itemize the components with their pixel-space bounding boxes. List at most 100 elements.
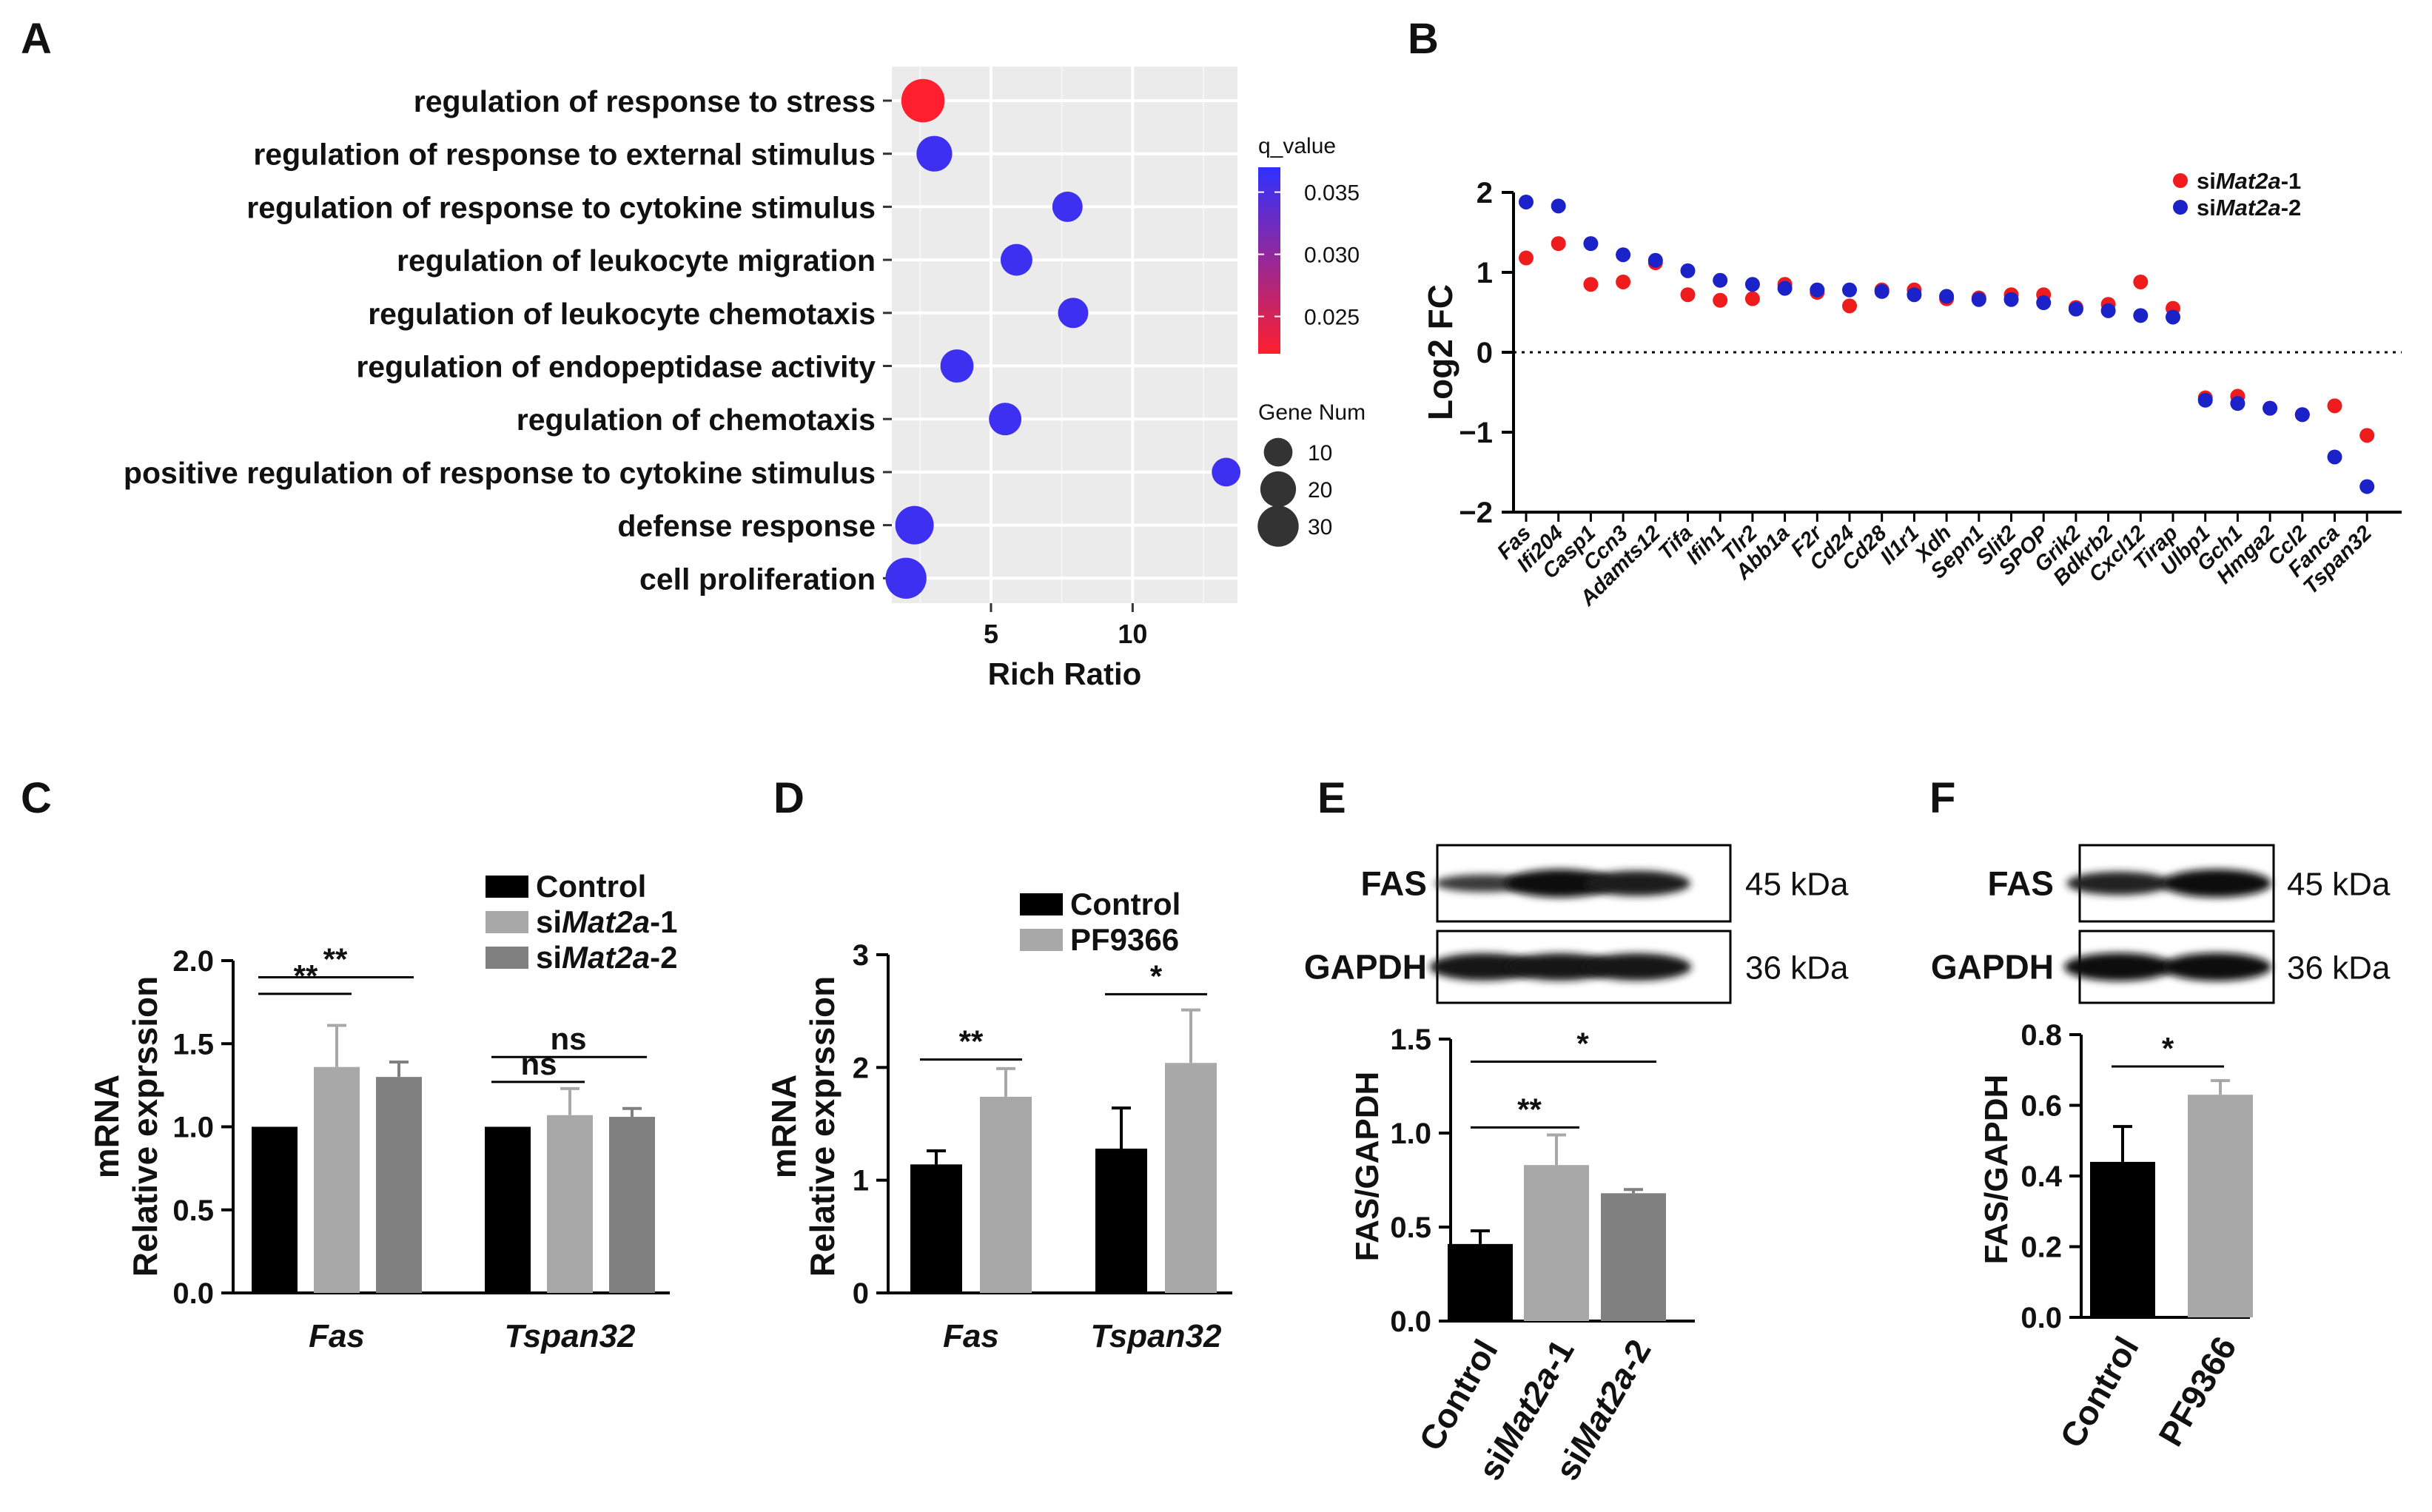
y-tick-label: regulation of response to cytokine stimu… — [246, 190, 876, 224]
bubble-point — [1000, 243, 1032, 276]
y-tick-label: 2.0 — [172, 945, 214, 978]
size-legend-dot — [1257, 505, 1299, 547]
data-point — [1583, 277, 1599, 292]
bubble-point — [989, 403, 1022, 436]
data-point — [1744, 291, 1760, 306]
significance-label: ns — [550, 1021, 586, 1056]
data-point — [1680, 263, 1696, 278]
x-axis-title: Rich Ratio — [988, 656, 1142, 691]
data-point — [1713, 272, 1728, 288]
legend-label: PF9366 — [1070, 922, 1179, 957]
colorbar — [1258, 167, 1280, 354]
x-category-label: Tspan32 — [505, 1318, 636, 1354]
bar — [314, 1066, 360, 1293]
y-tick-label: 0.5 — [172, 1195, 214, 1227]
panel-label-d: D — [773, 774, 804, 822]
y-tick-label: 1.0 — [1390, 1118, 1431, 1150]
label-part: -2 — [2281, 195, 2302, 221]
bar — [1448, 1243, 1513, 1321]
significance-label: * — [1576, 1026, 1589, 1061]
y-axis-title: mRNA — [87, 1075, 126, 1179]
y-axis-title: Log2 FC — [1421, 284, 1459, 420]
legend-swatch — [486, 947, 528, 969]
legend-label: siMat2a-2 — [2197, 195, 2301, 221]
y-tick-label: regulation of leukocyte migration — [397, 243, 876, 278]
y-tick-label: 3 — [853, 939, 869, 972]
data-point — [1777, 280, 1793, 296]
bar — [1165, 1063, 1217, 1293]
x-category-label: PF9366 — [2151, 1330, 2244, 1453]
bubble-point — [940, 349, 974, 383]
data-point — [2230, 396, 2245, 411]
label-part: si — [536, 904, 562, 939]
bubble-point — [885, 557, 927, 599]
bubble-point — [901, 78, 945, 123]
y-tick-label: −1 — [1459, 417, 1493, 449]
legend-marker — [2173, 200, 2188, 215]
panel-label-e: E — [1317, 774, 1346, 822]
significance-label: ns — [520, 1046, 557, 1081]
label-part: Mat2a — [2216, 195, 2281, 221]
significance-label: * — [1150, 958, 1163, 993]
data-point — [2003, 292, 2019, 307]
data-point — [1907, 287, 1922, 303]
significance-label: ** — [294, 958, 318, 993]
y-tick-label: regulation of response to external stimu… — [253, 138, 876, 172]
x-tick-label: 10 — [1118, 619, 1147, 649]
blot-row-label: FAS — [1988, 864, 2054, 903]
legend-marker — [2173, 173, 2188, 188]
bar — [2090, 1161, 2155, 1317]
significance-label: ** — [959, 1024, 984, 1059]
size-legend-label: 10 — [1308, 441, 1332, 466]
size-legend-dot — [1263, 437, 1293, 467]
legend-label: siMat2a-2 — [536, 940, 677, 975]
legend-label: siMat2a-1 — [536, 904, 677, 939]
y-tick-label: −2 — [1459, 497, 1493, 529]
label-part: Control — [536, 869, 646, 904]
panel-a-go-bubble-chart: regulation of response to stress regulati… — [124, 67, 1366, 691]
y-tick-label: 0.5 — [1390, 1212, 1431, 1244]
bubble-point — [895, 505, 934, 545]
label-part: Mat2a — [2216, 168, 2281, 194]
significance-label: * — [2162, 1031, 2174, 1066]
label-part: Mat2a — [1485, 1359, 1566, 1462]
x-category-label: Fas — [943, 1318, 999, 1354]
y-tick-label: regulation of chemotaxis — [517, 403, 876, 437]
bar — [376, 1077, 422, 1293]
significance-label: ** — [1517, 1092, 1542, 1126]
y-tick-label: 1 — [853, 1165, 869, 1197]
data-point — [1551, 236, 1566, 252]
blot-band — [2066, 871, 2171, 896]
legend-label: siMat2a-1 — [2197, 168, 2301, 194]
data-point — [2263, 400, 2278, 416]
blot-kda-label: 36 kDa — [1745, 950, 1849, 987]
bar — [547, 1115, 593, 1293]
y-tick-label: 0.0 — [172, 1277, 214, 1310]
y-tick-label: 0 — [1477, 337, 1493, 369]
bar — [1601, 1193, 1666, 1321]
blot-row-label: FAS — [1361, 864, 1427, 903]
legend-label: Control — [1070, 887, 1180, 921]
y-tick-label: regulation of leukocyte chemotaxis — [368, 297, 876, 331]
data-point — [1713, 292, 1728, 308]
bar — [1524, 1165, 1589, 1321]
blot-band — [1505, 869, 1615, 898]
y-tick-label: 0.2 — [2020, 1232, 2062, 1264]
bar — [252, 1126, 298, 1293]
blot-row-label: GAPDH — [1931, 948, 2054, 987]
blot-row-label: GAPDH — [1304, 948, 1427, 987]
label-part: si — [2197, 168, 2216, 194]
legend-swatch — [486, 876, 528, 898]
y-tick-label: defense response — [617, 509, 876, 543]
x-category-label: Control — [2052, 1330, 2146, 1454]
y-tick-label: 1 — [1477, 257, 1493, 289]
data-point — [1647, 252, 1663, 268]
data-point — [2133, 274, 2149, 289]
bar — [485, 1126, 531, 1293]
y-tick-label: regulation of response to stress — [414, 84, 876, 118]
size-legend-dot — [1260, 471, 1297, 508]
data-point — [1939, 289, 1955, 304]
